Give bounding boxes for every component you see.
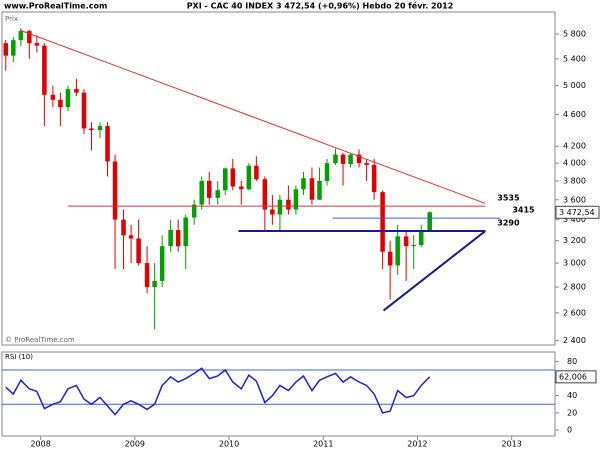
candle-body xyxy=(371,164,377,193)
y-tick-label: 20 xyxy=(567,408,577,417)
candle-body xyxy=(348,154,353,165)
candle-body xyxy=(50,94,56,100)
y-tick-label: 3 600 xyxy=(563,195,586,204)
y-tick-label: 40 xyxy=(567,391,577,400)
candle-body xyxy=(42,45,47,95)
trend-line xyxy=(382,230,486,312)
rsi-panel xyxy=(1,351,556,437)
candle-body xyxy=(380,192,385,252)
candle-body xyxy=(136,238,141,264)
candle-body xyxy=(3,43,9,56)
candle-body xyxy=(246,165,252,190)
rsi-title: RSI (10) xyxy=(5,353,33,361)
candle-body xyxy=(11,40,16,56)
candle-body xyxy=(403,236,409,247)
candle-body xyxy=(301,178,306,190)
candle-body xyxy=(215,190,220,198)
watermark: © ProRealTime.com xyxy=(5,336,75,344)
last-price-label: 3 472,54 xyxy=(559,208,595,217)
y-tick-label: 5 000 xyxy=(563,81,586,90)
y-tick-label: 3 200 xyxy=(563,236,586,245)
candle-body xyxy=(175,229,181,247)
candle-body xyxy=(262,179,268,210)
y-tick-label: 4 600 xyxy=(563,110,586,119)
candle-body xyxy=(18,31,24,41)
candle-body xyxy=(309,178,315,200)
y-tick-label: 3 000 xyxy=(563,259,586,268)
candle-body xyxy=(223,168,228,191)
y-label: Prix xyxy=(5,15,18,23)
candle-body xyxy=(239,186,244,190)
candle-body xyxy=(340,154,346,165)
candle-body xyxy=(395,236,400,266)
y-tick-label: 0 xyxy=(567,426,572,435)
candle-body xyxy=(168,229,173,247)
candle-body xyxy=(121,219,126,236)
candle-body xyxy=(58,99,63,108)
candle-body xyxy=(324,163,330,181)
x-tick-label: 2011 xyxy=(313,440,333,449)
candle-body xyxy=(286,199,291,210)
candle-body xyxy=(183,217,188,247)
candle-body xyxy=(277,199,283,215)
y-tick-label: 2 600 xyxy=(563,308,586,317)
y-tick-label: 3 400 xyxy=(563,215,586,224)
last-price-box xyxy=(555,205,600,219)
level-label: 3290 xyxy=(497,219,520,228)
chart-title: PXI - CAC 40 INDEX 3 472,54 (+0,96%) Heb… xyxy=(187,1,454,11)
y-tick-label: 3 800 xyxy=(563,176,586,185)
candle-body xyxy=(34,43,40,46)
candle-body xyxy=(411,245,416,247)
y-tick-label: 4 200 xyxy=(563,142,586,151)
x-tick-label: 2013 xyxy=(501,440,521,449)
y-tick-label: 2 400 xyxy=(563,336,586,345)
y-tick-label: 80 xyxy=(567,357,577,366)
candle-body xyxy=(27,31,32,44)
last-value-label: 62,006 xyxy=(559,372,587,381)
candle-body xyxy=(356,154,362,164)
candle-body xyxy=(333,154,338,164)
y-tick-label: 5 400 xyxy=(563,54,586,63)
x-tick-label: 2009 xyxy=(125,440,145,449)
candle-body xyxy=(97,126,103,131)
candle-body xyxy=(144,263,150,288)
candle-body xyxy=(89,128,94,131)
x-tick-label: 2012 xyxy=(407,440,427,449)
candle-body xyxy=(159,246,165,281)
level-label: 3415 xyxy=(512,206,535,215)
x-tick-label: 2010 xyxy=(219,440,239,449)
candle-body xyxy=(191,204,197,218)
candle-body xyxy=(317,180,322,200)
last-value-box xyxy=(555,370,597,384)
level-label: 3535 xyxy=(497,194,520,203)
y-tick-label: 5 800 xyxy=(563,30,586,39)
candle-body xyxy=(112,161,118,220)
candle-body xyxy=(427,212,432,230)
candle-body xyxy=(206,180,212,198)
candle-body xyxy=(270,209,275,215)
site: www.ProRealTime.com xyxy=(4,2,107,11)
candle-body xyxy=(293,189,299,210)
rsi-line xyxy=(5,367,431,416)
candle-body xyxy=(128,235,134,239)
candle-body xyxy=(105,126,110,162)
candle-body xyxy=(74,89,79,93)
candle-body xyxy=(418,229,424,246)
y-tick-label: 2 800 xyxy=(563,283,586,292)
candle-body xyxy=(152,280,157,288)
candle-body xyxy=(81,92,87,129)
y-tick-label: 4 000 xyxy=(563,159,586,168)
trend-line xyxy=(19,29,486,204)
candle-body xyxy=(364,163,369,165)
price-panel xyxy=(1,11,556,346)
candle-body xyxy=(199,180,204,205)
candle-body xyxy=(65,89,71,108)
candle-body xyxy=(387,251,393,266)
candle-body xyxy=(230,168,236,187)
candle-body xyxy=(254,165,259,180)
x-tick-label: 2008 xyxy=(30,440,50,449)
